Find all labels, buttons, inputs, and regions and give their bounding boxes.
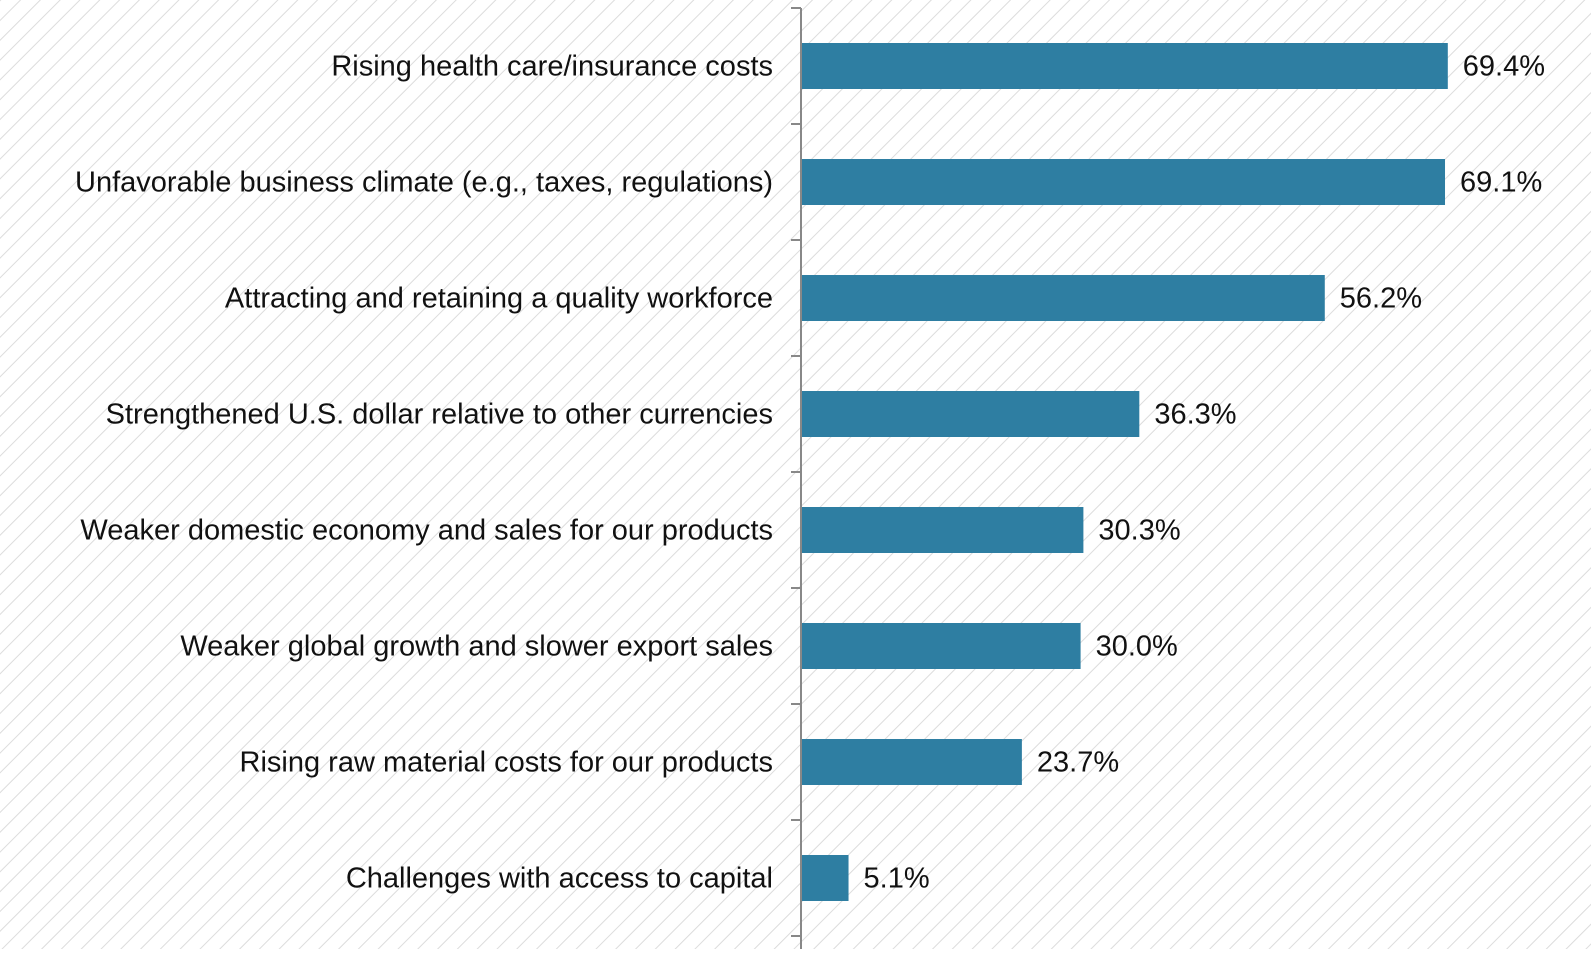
category-label: Challenges with access to capital	[346, 863, 773, 895]
category-label: Unfavorable business climate (e.g., taxe…	[75, 167, 773, 199]
category-label: Rising health care/insurance costs	[331, 51, 773, 83]
bar	[801, 507, 1084, 553]
value-label: 69.4%	[1463, 51, 1545, 83]
category-label: Weaker domestic economy and sales for ou…	[80, 515, 773, 547]
value-label: 30.3%	[1098, 515, 1180, 547]
value-label: 23.7%	[1037, 747, 1119, 779]
bar	[801, 391, 1140, 437]
value-label: 69.1%	[1460, 167, 1542, 199]
category-label: Attracting and retaining a quality workf…	[225, 283, 773, 315]
value-label: 36.3%	[1154, 399, 1236, 431]
bar	[801, 159, 1446, 205]
category-label: Rising raw material costs for our produc…	[240, 747, 773, 779]
bar	[801, 623, 1081, 669]
bar	[801, 739, 1022, 785]
bar	[801, 855, 849, 901]
value-label: 30.0%	[1096, 631, 1178, 663]
value-label: 5.1%	[864, 863, 930, 895]
category-label: Strengthened U.S. dollar relative to oth…	[106, 399, 773, 431]
category-label: Weaker global growth and slower export s…	[180, 631, 773, 663]
bar	[801, 43, 1448, 89]
value-label: 56.2%	[1340, 283, 1422, 315]
bar	[801, 275, 1325, 321]
